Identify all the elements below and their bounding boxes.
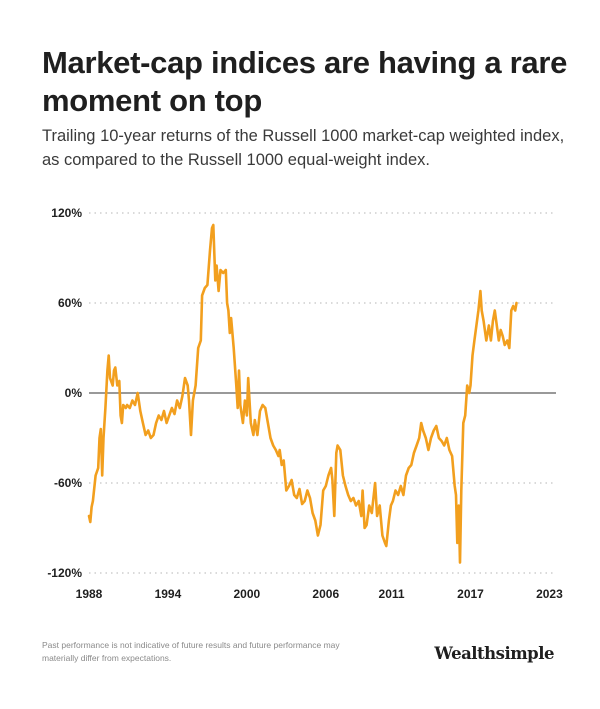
x-tick-label: 1994 <box>155 587 182 601</box>
y-tick-label: -120% <box>47 566 82 580</box>
x-tick-label: 2023 <box>536 587 563 601</box>
x-tick-label: 2000 <box>234 587 261 601</box>
x-tick-label: 2006 <box>312 587 339 601</box>
line-chart: 120% 60% 0% -60% -120% 1988 1994 2000 2006 2011 2… <box>47 206 563 601</box>
series-layer <box>87 223 518 564</box>
chart-subtitle: Trailing 10-year returns of the Russell … <box>42 127 565 169</box>
series-line <box>87 223 518 564</box>
y-tick-label: 120% <box>51 206 82 220</box>
x-tick-label: 2017 <box>457 587 484 601</box>
x-axis-ticks: 1988 1994 2000 2006 2011 2017 2023 <box>76 587 563 601</box>
y-axis-ticks: 120% 60% 0% -60% -120% <box>47 206 82 580</box>
chart-title: Market-cap indices are having a rare mom… <box>42 45 568 118</box>
x-tick-label: 2011 <box>379 587 405 601</box>
y-tick-label: -60% <box>54 476 82 490</box>
disclaimer-footnote: Past performance is not indicative of fu… <box>42 640 340 663</box>
y-tick-label: 0% <box>65 386 83 400</box>
x-tick-label: 1988 <box>76 587 103 601</box>
y-tick-label: 60% <box>58 296 82 310</box>
wealthsimple-logo: Wealthsimple <box>434 644 554 663</box>
gridlines <box>89 212 556 574</box>
